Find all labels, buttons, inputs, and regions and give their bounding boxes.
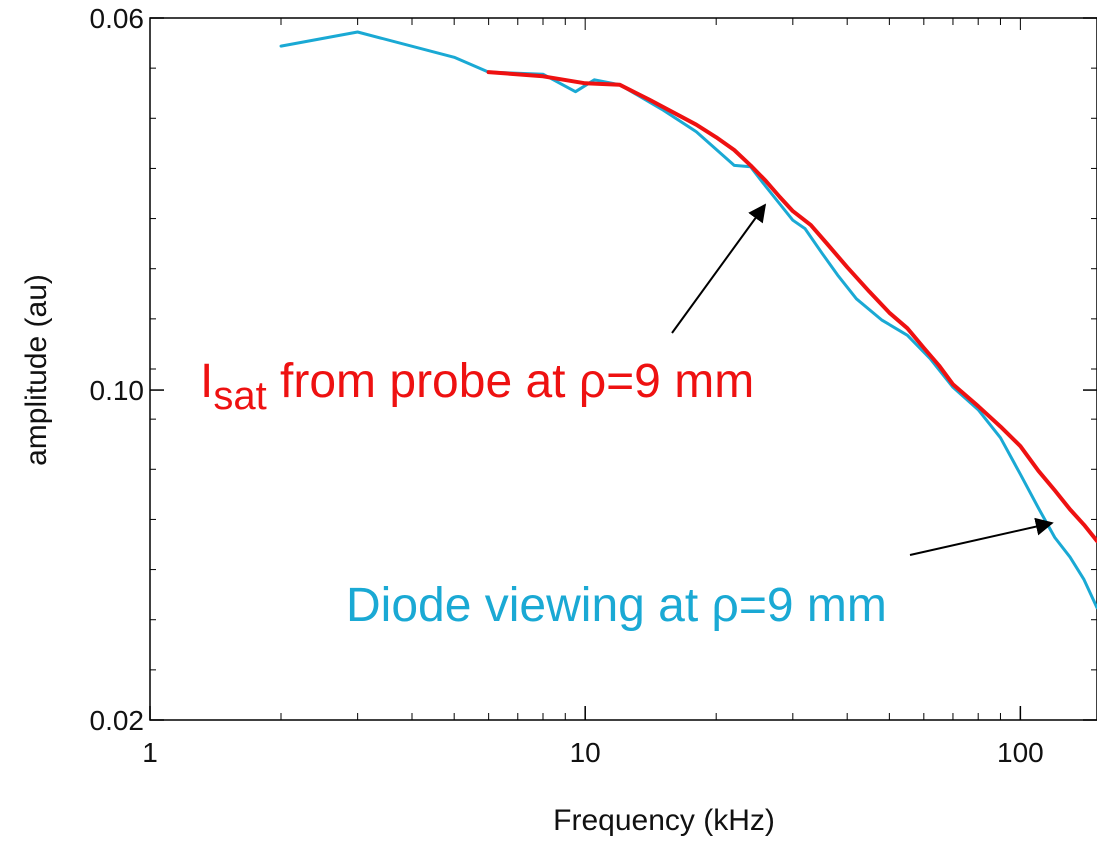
annotation-isat-label: Isat from probe at ρ=9 mm [200, 355, 754, 418]
arrow-to-isat-curve [671, 203, 767, 334]
series-line-isat [486, 70, 1097, 543]
x-tick-label: 10 [570, 737, 601, 768]
y-tick-label: 0.02 [90, 705, 145, 736]
x-tick-label: 1 [142, 737, 158, 768]
annotation-isat-rest: from probe at ρ=9 mm [267, 355, 754, 408]
y-tick-labels: 0.02 0.10 0.06 [90, 3, 1097, 736]
annotation-isat-main: I [200, 355, 213, 408]
x-tick-labels: 1 10 100 [142, 706, 1044, 768]
arrow-to-diode-curve [909, 517, 1054, 556]
series-line-diode [279, 30, 1097, 610]
x-tick-label: 100 [997, 737, 1044, 768]
y-tick-label: 0.10 [90, 375, 145, 406]
series-layer [279, 30, 1097, 610]
y-tick-label: 0.06 [90, 3, 145, 34]
y-axis-title: amplitude (au) [20, 274, 53, 466]
annotation-isat-subscript: sat [213, 374, 266, 418]
x-axis-title: Frequency (kHz) [553, 804, 775, 837]
annotation-diode-label: Diode viewing at ρ=9 mm [346, 579, 887, 632]
